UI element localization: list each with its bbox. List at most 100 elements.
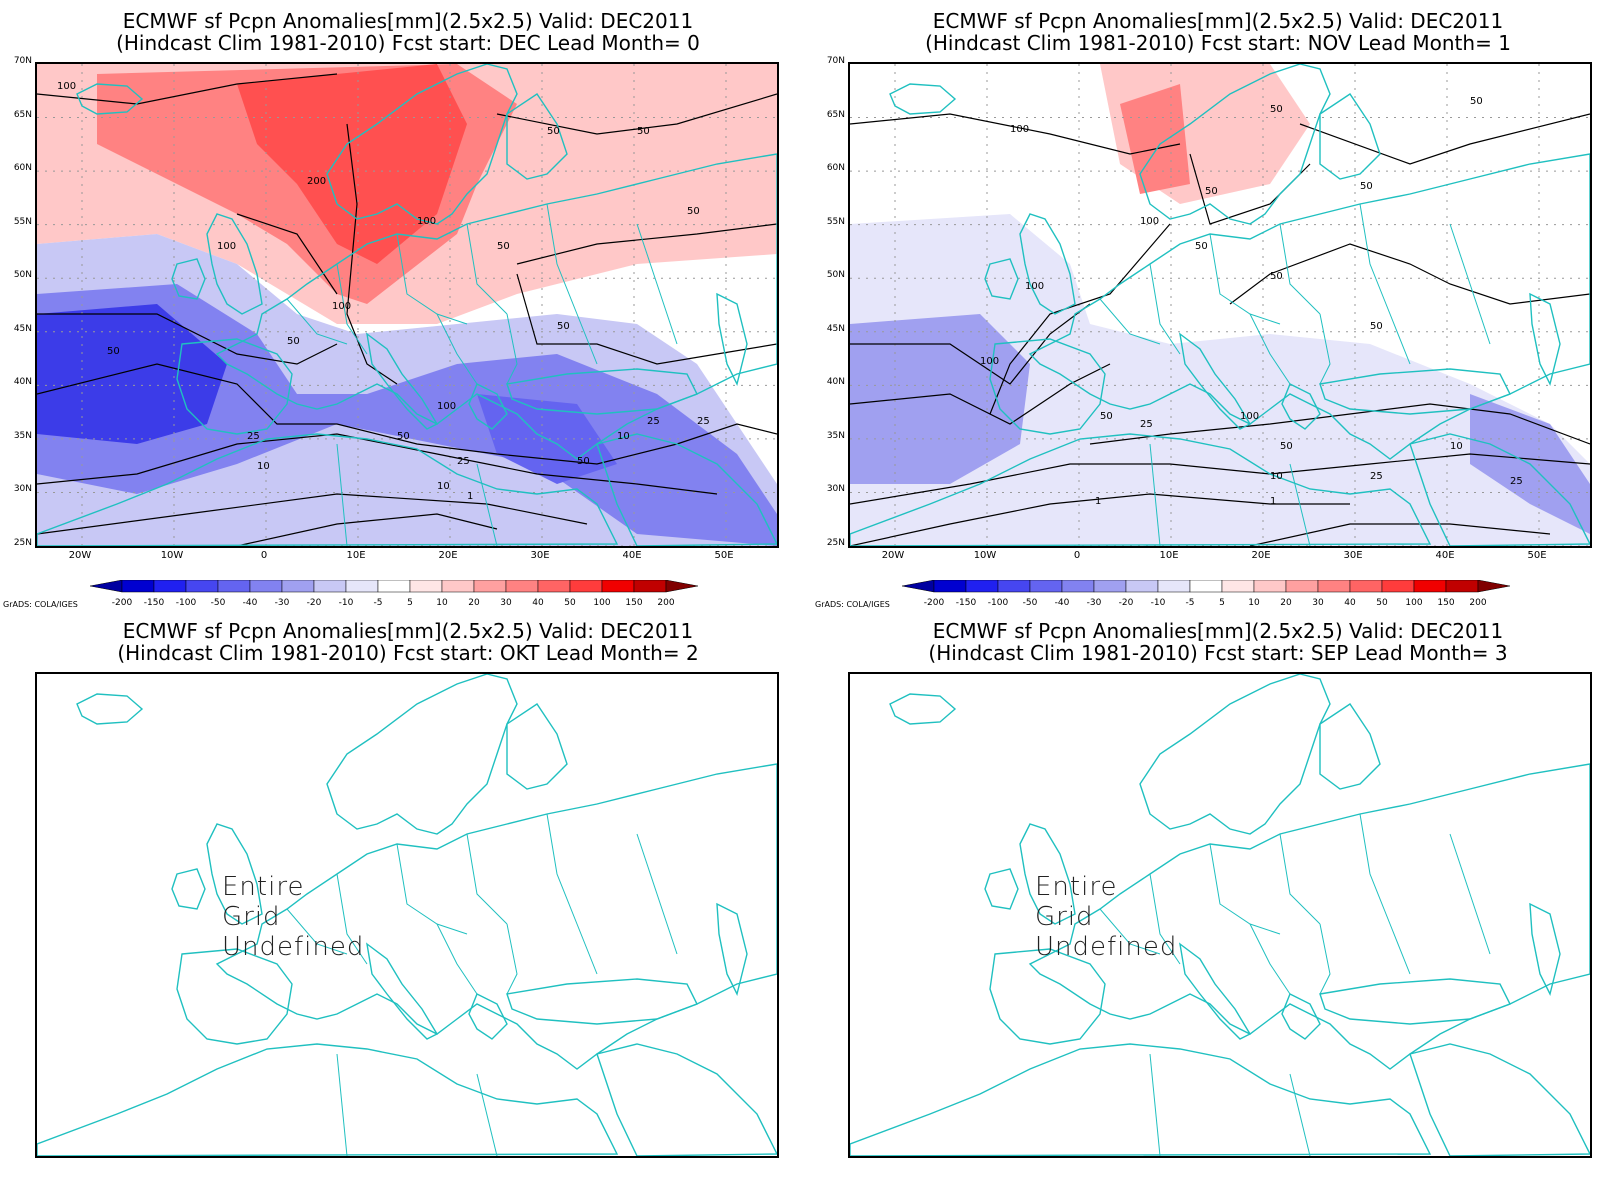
contour-label: 1 — [1270, 496, 1276, 507]
contour-label: 50 — [547, 126, 560, 137]
coastline — [506, 93, 568, 180]
coastline — [1028, 763, 1590, 1070]
country-border — [466, 833, 508, 925]
contour-label: 50 — [687, 206, 700, 217]
colorbar-swatch — [1125, 580, 1159, 593]
country-border — [1359, 203, 1411, 365]
contour-line — [37, 433, 718, 495]
panel-title: ECMWF sf Pcpn Anomalies[mm](2.5x2.5) Val… — [850, 620, 1586, 664]
colorbar-label: 30 — [500, 598, 512, 608]
colorbar-swatch — [1413, 580, 1447, 593]
colorbar-label: -200 — [112, 598, 133, 608]
lat-label: 70N — [826, 56, 845, 66]
coastline — [206, 823, 263, 925]
contour-label: 10 — [1450, 441, 1463, 452]
coastline — [366, 942, 438, 1040]
contour-line — [37, 363, 777, 465]
colorbar-label: 50 — [564, 598, 576, 608]
map-area: 100 50 50 50 100 50 50 100 100 50 50 25 50 100 10 25 10 2… — [848, 62, 1592, 548]
colorbar-label: -200 — [924, 598, 945, 608]
country-border — [546, 813, 598, 975]
contour-line — [1089, 403, 1590, 445]
colorbar-swatch — [569, 580, 603, 593]
colorbar-swatch — [313, 580, 347, 593]
coastline — [984, 868, 1019, 910]
contour-label: 25 — [457, 456, 470, 467]
coastline — [37, 1043, 619, 1156]
contour-label: 25 — [647, 416, 660, 427]
colorbar-label: 100 — [1405, 598, 1422, 608]
colorbar-label: 10 — [1248, 598, 1260, 608]
colorbar-swatch — [1221, 580, 1255, 593]
colorbar-swatch — [965, 580, 999, 593]
coastline — [326, 674, 518, 835]
lon-label: 20E — [438, 550, 458, 561]
lat-label: 65N — [826, 109, 845, 120]
panel-title: ECMWF sf Pcpn Anomalies[mm](2.5x2.5) Val… — [40, 10, 776, 54]
country-border — [1149, 443, 1161, 546]
lat-label: 25N — [13, 538, 32, 548]
colorbar-swatch — [1285, 580, 1319, 593]
coastline — [1319, 703, 1381, 790]
coastline — [850, 433, 1432, 546]
lat-label: 30N — [13, 484, 32, 495]
colorbar-label: 5 — [1219, 598, 1225, 608]
coastline — [1179, 332, 1251, 430]
lat-label: 50N — [826, 270, 845, 281]
coastline — [506, 368, 698, 415]
colorbar-swatch — [217, 580, 251, 593]
colorbar-label: 200 — [1469, 598, 1486, 608]
coastline — [171, 868, 206, 910]
contour-line — [850, 303, 1091, 385]
lon-label: 10W — [160, 550, 184, 561]
title-line-2: (Hindcast Clim 1981-2010) Fcst start: NO… — [925, 31, 1511, 55]
contour-label: 50 — [1100, 411, 1113, 422]
coastline — [206, 213, 263, 315]
lat-label: 25N — [826, 538, 845, 548]
country-border — [436, 313, 478, 385]
coastline — [215, 153, 777, 460]
contour-label: 200 — [307, 176, 326, 187]
title-line-1: ECMWF sf Pcpn Anomalies[mm](2.5x2.5) Val… — [122, 9, 694, 33]
colorbar-swatch — [1477, 580, 1511, 593]
coastline — [1529, 902, 1561, 997]
undefined-message: Entire Grid Undefined — [1035, 872, 1178, 962]
colorbar-label: 40 — [532, 598, 544, 608]
contour-label: 100 — [217, 241, 236, 252]
colorbar-label: -30 — [275, 598, 290, 608]
coastline — [468, 993, 508, 1040]
contour-label: 50 — [1205, 186, 1218, 197]
colorbar-label: -5 — [374, 598, 383, 608]
map-svg — [37, 674, 777, 1156]
lon-label: 10E — [346, 550, 366, 561]
colorbar-label: -5 — [1186, 598, 1195, 608]
colorbar-swatch — [281, 580, 315, 593]
contour-label: 50 — [1270, 271, 1283, 282]
contour-label: 10 — [437, 481, 450, 492]
lat-label: 40N — [826, 377, 845, 388]
coastline — [1139, 64, 1331, 225]
coastline — [1281, 993, 1321, 1040]
country-border — [1209, 843, 1281, 935]
map-svg — [850, 674, 1590, 1156]
contour-label: 10 — [617, 431, 630, 442]
country-border — [506, 923, 518, 995]
coastline — [76, 693, 144, 725]
coastline — [1409, 1043, 1590, 1156]
colorbar-swatch — [1253, 580, 1287, 593]
lat-label: 70N — [13, 56, 32, 66]
coastline — [1179, 942, 1251, 1040]
coastline — [596, 433, 777, 546]
colorbar-swatch — [441, 580, 475, 593]
colorbar-swatch — [377, 580, 411, 593]
coastline — [176, 948, 293, 1045]
colorbar-swatch — [1157, 580, 1191, 593]
colorbar-label: -30 — [1087, 598, 1102, 608]
lat-label: 60N — [826, 163, 845, 174]
map-area: 100 50 50 200 100 50 100 50 100 50 50 50 100 25 10 50 25… — [35, 62, 779, 548]
contour-label: 50 — [1270, 104, 1283, 115]
contour-label: 50 — [1370, 321, 1383, 332]
colorbar: -200 -150 -100 -50 -40 -30 -20 -10 -5 5 10 20 30 40 50… — [901, 580, 1511, 608]
lat-label: 35N — [13, 430, 32, 441]
lat-label: 50N — [13, 270, 32, 281]
